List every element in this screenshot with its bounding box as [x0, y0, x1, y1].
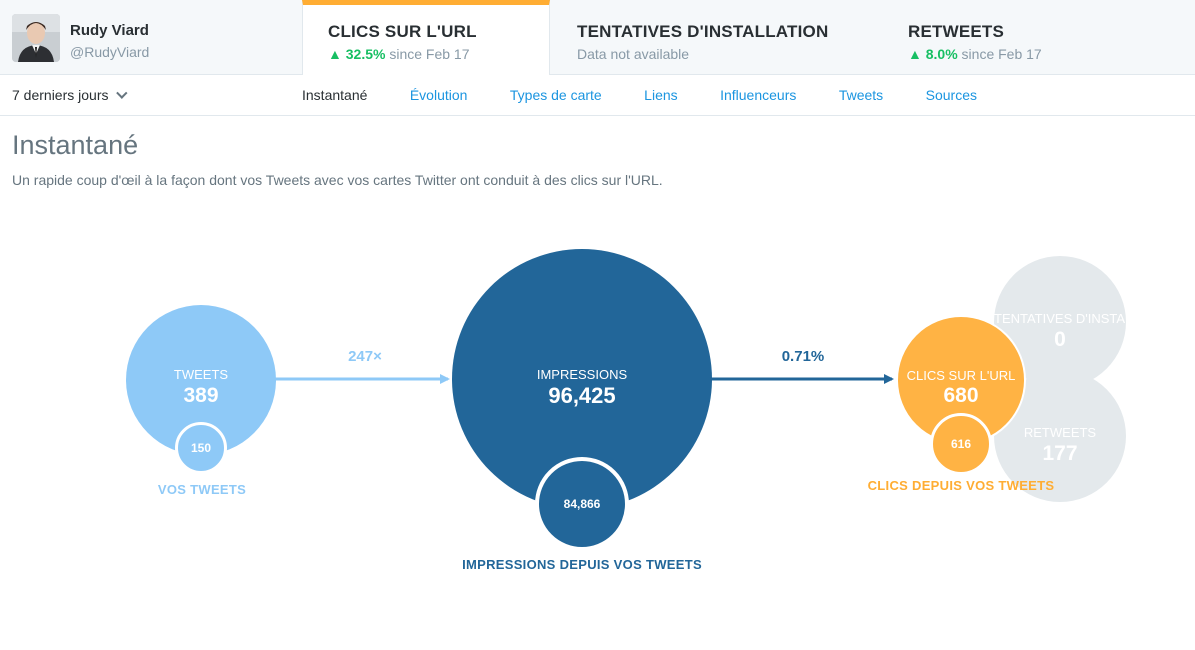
tab-retweets-title: RETWEETS: [908, 22, 1005, 41]
install-attempts-label: TENTATIVES D'INSTALLATION: [994, 311, 1126, 326]
tab-snapshot[interactable]: Instantané: [302, 87, 368, 103]
change-up: ▲ 32.5%: [328, 46, 386, 62]
own-tweets-value: 150: [190, 441, 212, 455]
tab-influencers[interactable]: Influenceurs: [720, 87, 797, 103]
rate-impressions-clicks: 0.71%: [781, 348, 825, 365]
impressions-value: 96,425: [548, 383, 616, 408]
tab-url-clicks-title: CLICS SUR L'URL: [328, 22, 477, 41]
tweets-value: 389: [183, 384, 219, 407]
tab-url-clicks-change: ▲ 32.5% since Feb 17: [328, 46, 549, 62]
change-since: since Feb 17: [961, 46, 1042, 62]
tab-install-attempts[interactable]: TENTATIVES D'INSTALLATION Data not avail…: [552, 0, 882, 75]
own-clicks-value: 616: [950, 437, 972, 451]
url-clicks-value: 680: [943, 384, 979, 407]
own-tweets-bubble: 150: [175, 422, 227, 474]
retweets-bubble: RETWEETS 177: [994, 370, 1126, 502]
tab-card-types[interactable]: Types de carte: [509, 87, 602, 103]
profile-handle: @RudyViard: [70, 44, 150, 60]
sub-navigation: 7 derniers jours Instantané Évolution Ty…: [0, 75, 1195, 116]
tab-evolution[interactable]: Évolution: [409, 87, 468, 103]
url-clicks-label: CLICS SUR L'URL: [906, 368, 1016, 383]
change-up: ▲ 8.0%: [908, 46, 958, 62]
tweets-label: TWEETS: [173, 367, 229, 382]
url-clicks-bubble: CLICS SUR L'URL 680: [896, 315, 1026, 445]
tab-sources[interactable]: Sources: [925, 87, 977, 103]
tab-links[interactable]: Liens: [644, 87, 678, 103]
impressions-bubble: IMPRESSIONS 96,425: [452, 249, 712, 509]
retweets-value: 177: [1042, 442, 1078, 465]
profile[interactable]: Rudy Viard @RudyViard: [12, 14, 292, 62]
tab-url-clicks[interactable]: CLICS SUR L'URL ▲ 32.5% since Feb 17: [302, 0, 550, 76]
avatar[interactable]: [12, 14, 60, 62]
analytics-header: Rudy Viard @RudyViard CLICS SUR L'URL ▲ …: [0, 0, 1195, 76]
profile-name[interactable]: Rudy Viard: [70, 22, 149, 39]
own-impressions-bubble: 84,866: [535, 457, 629, 551]
date-range-label: 7 derniers jours: [12, 87, 109, 103]
tab-tweets[interactable]: Tweets: [838, 87, 884, 103]
impressions-label: IMPRESSIONS: [536, 367, 628, 382]
page-description: Un rapide coup d'œil à la façon dont vos…: [12, 172, 663, 188]
own-clicks-caption: CLICS DEPUIS VOS TWEETS: [867, 478, 1055, 493]
tab-retweets[interactable]: RETWEETS ▲ 8.0% since Feb 17: [883, 0, 1183, 75]
install-attempts-value: 0: [1054, 328, 1066, 351]
tab-retweets-change: ▲ 8.0% since Feb 17: [908, 46, 1183, 62]
view-tabs: Instantané Évolution Types de carte Lien…: [302, 87, 1015, 105]
page-title: Instantané: [12, 130, 139, 160]
own-clicks-bubble: 616: [930, 413, 992, 475]
rate-tweets-impressions: 247×: [348, 348, 382, 365]
change-since: since Feb 17: [389, 46, 470, 62]
tab-install-attempts-note: Data not available: [577, 46, 690, 62]
tweets-bubble: TWEETS 389: [126, 305, 276, 455]
chevron-down-icon: [115, 87, 127, 99]
own-impressions-value: 84,866: [563, 497, 601, 511]
retweets-label: RETWEETS: [1023, 425, 1097, 440]
own-tweets-caption: VOS TWEETS: [157, 482, 247, 497]
install-attempts-bubble: TENTATIVES D'INSTALLATION 0: [994, 256, 1126, 388]
date-range-dropdown[interactable]: 7 derniers jours: [12, 87, 127, 103]
tab-install-attempts-title: TENTATIVES D'INSTALLATION: [577, 22, 829, 41]
own-impressions-caption: IMPRESSIONS DEPUIS VOS TWEETS: [462, 557, 702, 572]
